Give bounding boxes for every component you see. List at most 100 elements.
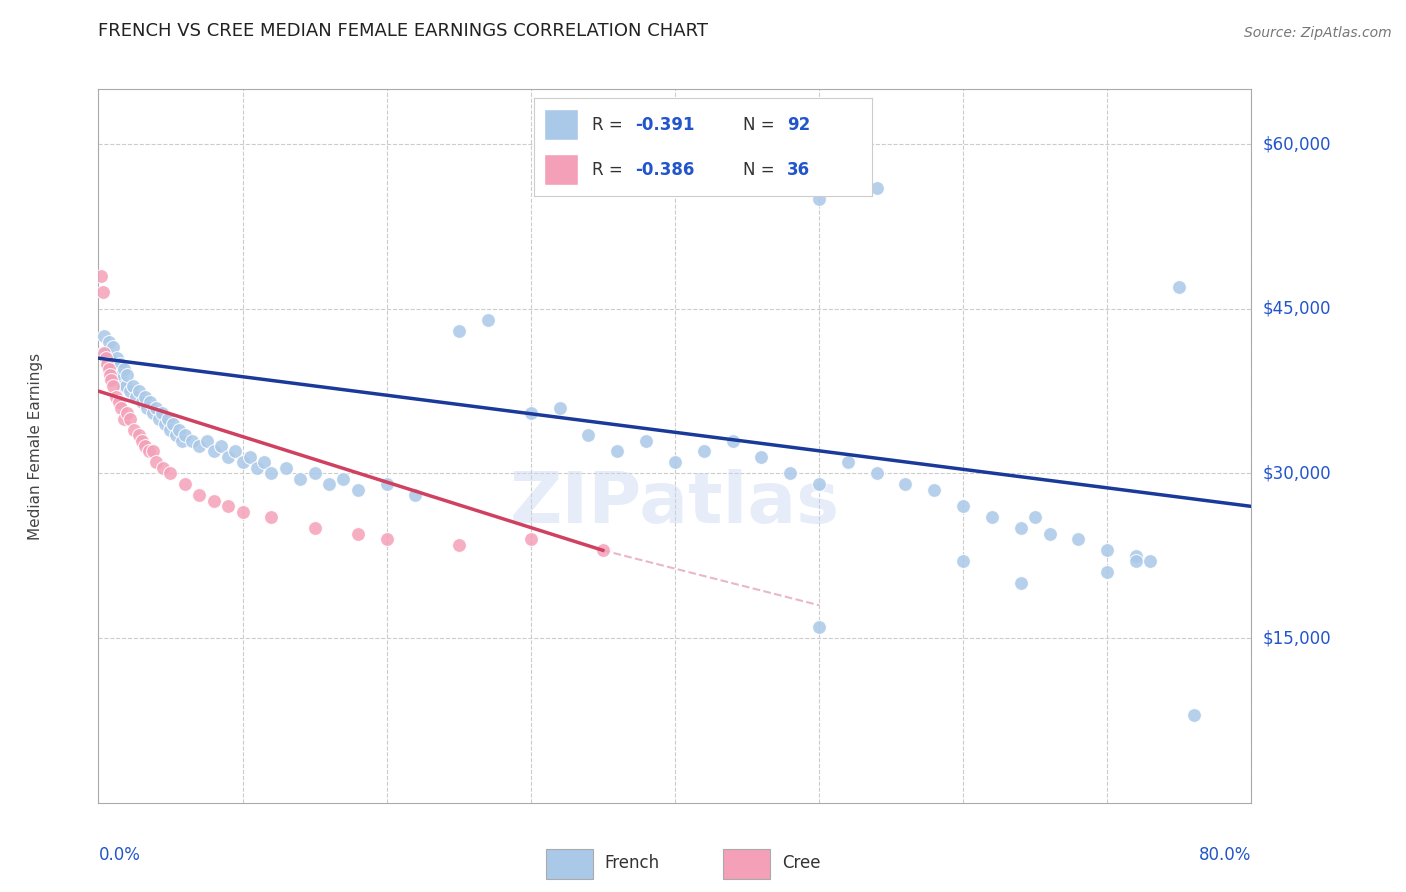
Text: 0.0%: 0.0% xyxy=(98,846,141,863)
Point xyxy=(231,505,254,519)
Point xyxy=(124,423,146,437)
Point xyxy=(260,467,283,481)
Point xyxy=(807,477,830,491)
Point xyxy=(165,428,187,442)
Point xyxy=(693,444,716,458)
Point xyxy=(1038,526,1062,541)
Point xyxy=(100,373,122,387)
Point xyxy=(578,428,600,442)
Point xyxy=(94,345,117,359)
Point xyxy=(447,538,470,552)
Text: Median Female Earnings: Median Female Earnings xyxy=(28,352,42,540)
Text: $60,000: $60,000 xyxy=(1263,135,1331,153)
Point xyxy=(1010,521,1032,535)
Text: N =: N = xyxy=(744,116,780,134)
Point xyxy=(1024,510,1046,524)
Bar xyxy=(546,849,593,880)
Point xyxy=(1125,554,1147,568)
Point xyxy=(1168,280,1191,294)
Text: -0.391: -0.391 xyxy=(636,116,695,134)
Point xyxy=(98,351,121,366)
Text: -0.386: -0.386 xyxy=(636,161,695,178)
Text: FRENCH VS CREE MEDIAN FEMALE EARNINGS CORRELATION CHART: FRENCH VS CREE MEDIAN FEMALE EARNINGS CO… xyxy=(98,22,709,40)
Point xyxy=(162,417,184,431)
Point xyxy=(866,467,889,481)
Point xyxy=(922,483,945,497)
Point xyxy=(224,444,246,458)
Point xyxy=(111,378,134,392)
Point xyxy=(520,406,543,420)
Point xyxy=(217,450,239,464)
Point xyxy=(167,423,190,437)
Point xyxy=(405,488,427,502)
Point xyxy=(1139,554,1161,568)
Point xyxy=(142,444,165,458)
Bar xyxy=(723,849,770,880)
Point xyxy=(100,362,122,376)
Point xyxy=(894,477,917,491)
Point xyxy=(117,368,138,382)
Point xyxy=(103,357,125,371)
Point xyxy=(97,362,120,376)
Point xyxy=(96,357,118,371)
Point xyxy=(174,428,197,442)
Point xyxy=(592,543,614,558)
Point xyxy=(112,411,135,425)
Point xyxy=(94,351,117,366)
Point xyxy=(91,285,114,300)
Point xyxy=(1010,576,1032,591)
Point xyxy=(304,521,326,535)
Text: $30,000: $30,000 xyxy=(1263,465,1331,483)
Point xyxy=(1125,549,1147,563)
Text: Source: ZipAtlas.com: Source: ZipAtlas.com xyxy=(1244,26,1392,40)
Point xyxy=(145,455,167,469)
Point xyxy=(520,533,543,547)
Point xyxy=(721,434,744,448)
Point xyxy=(108,357,131,371)
Point xyxy=(120,411,142,425)
Point xyxy=(332,472,354,486)
Point xyxy=(807,192,830,206)
Point xyxy=(209,439,232,453)
Point xyxy=(114,378,136,392)
Text: R =: R = xyxy=(592,116,627,134)
Point xyxy=(93,329,115,343)
Point xyxy=(375,477,398,491)
Point xyxy=(606,444,628,458)
Point xyxy=(170,434,193,448)
Point xyxy=(1097,543,1119,558)
Text: ZIPatlas: ZIPatlas xyxy=(510,468,839,538)
Point xyxy=(156,411,179,425)
Text: N =: N = xyxy=(744,161,780,178)
Point xyxy=(751,450,773,464)
Point xyxy=(1097,566,1119,580)
Bar xyxy=(544,154,578,186)
Point xyxy=(138,444,160,458)
Point xyxy=(202,494,225,508)
Point xyxy=(104,368,127,382)
Point xyxy=(120,384,142,398)
Text: French: French xyxy=(605,854,659,872)
Point xyxy=(1067,533,1090,547)
Point xyxy=(97,334,120,349)
Point xyxy=(779,467,801,481)
Point xyxy=(260,510,283,524)
Point xyxy=(174,477,197,491)
Point xyxy=(290,472,312,486)
Point xyxy=(807,620,830,634)
Point xyxy=(195,434,218,448)
Text: R =: R = xyxy=(592,161,627,178)
Point xyxy=(101,340,124,354)
Point xyxy=(128,384,150,398)
Point xyxy=(93,345,115,359)
Point xyxy=(131,434,153,448)
Point xyxy=(112,362,135,376)
Bar xyxy=(544,109,578,140)
Point xyxy=(122,378,145,392)
Point xyxy=(217,500,239,514)
Point xyxy=(477,312,499,326)
Point xyxy=(107,373,129,387)
Point xyxy=(110,401,132,415)
Point xyxy=(159,423,181,437)
Text: $45,000: $45,000 xyxy=(1263,300,1331,318)
